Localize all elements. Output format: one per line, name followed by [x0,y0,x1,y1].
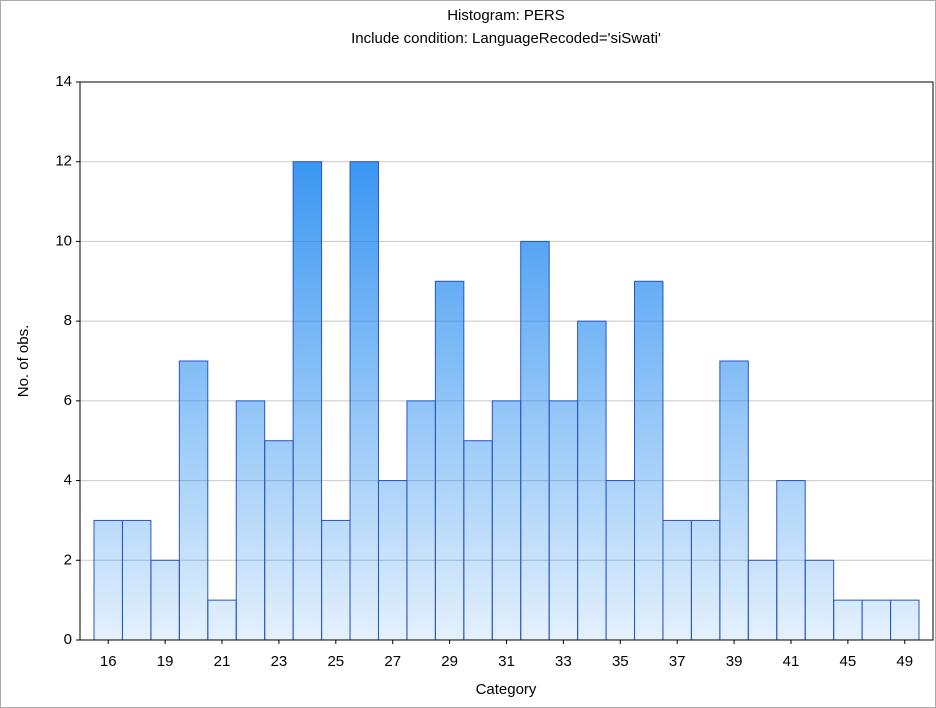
plot-border [79,81,934,641]
bar [690,519,721,641]
x-tick-label: 41 [783,653,800,670]
bar [548,400,579,641]
bar [605,480,636,641]
y-tick-label: 14 [55,73,72,90]
bar [804,559,835,641]
bar [491,400,522,641]
x-tick-label: 49 [896,653,913,670]
x-tick-label: 23 [271,653,288,670]
bar [890,599,920,641]
y-axis-label: No. of obs. [15,325,32,398]
x-tick-label: 31 [498,653,515,670]
x-tick-label: 29 [441,653,458,670]
y-tick-label: 10 [55,232,72,249]
bar [662,519,692,641]
x-tick-label: 16 [100,653,117,670]
bar [121,519,152,641]
x-tick-label: 33 [555,653,572,670]
y-tick-label: 8 [64,312,72,329]
bar [406,400,436,641]
bar [377,480,408,641]
x-axis-label: Category [476,681,537,698]
bar [520,240,550,641]
bar [235,400,266,641]
bar [577,320,607,641]
x-tick-label: 39 [726,653,743,670]
bar [747,559,778,641]
y-tick-label: 4 [64,472,72,489]
bar [207,599,237,641]
bar [264,440,294,641]
bar [861,599,892,641]
bar [776,480,806,641]
bar [434,280,465,641]
bar [349,161,379,641]
x-tick-label: 19 [157,653,174,670]
bar [292,161,323,641]
bar [93,519,123,641]
x-tick-label: 25 [327,653,344,670]
x-tick-label: 35 [612,653,629,670]
y-tick-label: 6 [64,392,72,409]
bar [634,280,664,641]
chart-title: Histogram: PERS [447,7,565,24]
bar [463,440,493,641]
x-tick-label: 27 [384,653,401,670]
x-tick-label: 37 [669,653,686,670]
bar [178,360,209,641]
x-tick-label: 45 [840,653,857,670]
y-tick-label: 2 [64,551,72,568]
chart-subtitle: Include condition: LanguageRecoded='siSw… [351,30,661,47]
bar [321,519,351,641]
bar [833,599,863,641]
y-tick-label: 12 [55,153,72,170]
x-tick-label: 21 [214,653,231,670]
y-tick-label: 0 [64,631,72,648]
bar [150,559,180,641]
bar [719,360,749,641]
